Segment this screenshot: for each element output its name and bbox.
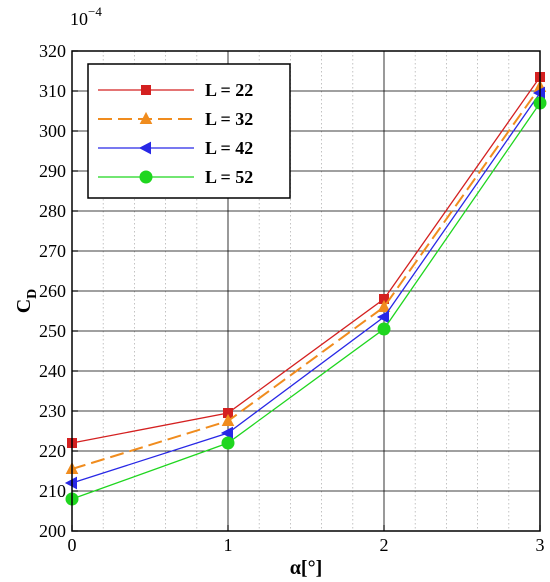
data-point (377, 322, 391, 336)
legend: L = 22 L = 32 L = 42 L = 52 (87, 63, 291, 199)
y-tick-label: 280 (39, 201, 66, 221)
data-point (220, 426, 233, 440)
legend-entry: L = 52 (98, 167, 253, 187)
data-point (221, 436, 235, 450)
legend-label: L = 42 (205, 138, 253, 158)
series-line (71, 92, 541, 484)
y-tick-label: 200 (39, 521, 66, 541)
legend-label: L = 32 (205, 109, 253, 129)
series-line (71, 76, 541, 444)
x-axis-label: α[°] (290, 557, 322, 579)
y-tick-label: 290 (39, 161, 66, 181)
y-tick-label: 310 (39, 81, 66, 101)
y-axis-label: CD (13, 289, 40, 314)
series-line (71, 86, 541, 470)
data-point (221, 413, 235, 426)
legend-label: L = 52 (205, 167, 253, 187)
legend-entry: L = 22 (98, 80, 253, 100)
legend-entry: L = 42 (98, 138, 253, 158)
x-tick-label: 2 (380, 535, 389, 555)
legend-marker (141, 85, 151, 95)
y-tick-label: 320 (39, 41, 66, 61)
y-tick-label: 240 (39, 361, 66, 381)
x-tick-label: 1 (224, 535, 233, 555)
y-tick-label: 270 (39, 241, 66, 261)
series-line (71, 102, 541, 500)
legend-entry: L = 32 (98, 109, 253, 129)
y-tick-label: 260 (39, 281, 66, 301)
tick-labels: 200 210 220 230 240 250 260 270 280 290 300 310 320 0… (39, 41, 545, 555)
legend-marker (139, 170, 153, 184)
data-point (376, 310, 389, 324)
y-multiplier-exponent: −4 (88, 4, 102, 19)
y-axis-label-subscript: D (25, 289, 40, 299)
legend-box (87, 63, 291, 199)
y-tick-label: 220 (39, 441, 66, 461)
y-tick-label: 250 (39, 321, 66, 341)
legend-label: L = 22 (205, 80, 253, 100)
y-axis-multiplier: 10−4 (70, 4, 102, 29)
y-tick-label: 230 (39, 401, 66, 421)
y-tick-label: 210 (39, 481, 66, 501)
x-tick-label: 3 (536, 535, 545, 555)
data-point (377, 299, 391, 312)
y-multiplier-base: 10 (70, 9, 88, 29)
legend-marker (139, 111, 153, 124)
x-tick-label: 0 (68, 535, 77, 555)
y-tick-label: 300 (39, 121, 66, 141)
legend-marker (138, 141, 151, 155)
y-axis-label-main: C (13, 299, 35, 313)
